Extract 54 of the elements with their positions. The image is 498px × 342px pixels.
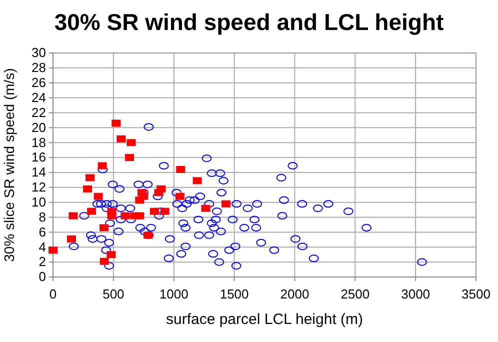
point bbox=[83, 185, 92, 192]
point bbox=[175, 192, 184, 200]
point bbox=[192, 177, 202, 184]
point bbox=[98, 162, 107, 170]
y-tick-label: 14 bbox=[32, 164, 46, 180]
point bbox=[120, 212, 130, 220]
chart-title: 30% SR wind speed and LCL height bbox=[54, 9, 444, 35]
point bbox=[135, 212, 144, 220]
y-tick-label: 2 bbox=[38, 254, 46, 270]
point bbox=[125, 154, 134, 162]
point bbox=[201, 204, 210, 212]
point bbox=[112, 120, 121, 127]
x-tick-label: 0 bbox=[49, 286, 57, 302]
x-axis-title: surface parcel LCL height (m) bbox=[166, 311, 364, 328]
y-tick-label: 16 bbox=[32, 150, 46, 165]
y-tick-label: 8 bbox=[38, 209, 46, 224]
point bbox=[87, 208, 96, 215]
point bbox=[221, 200, 230, 208]
x-tick-label: 3500 bbox=[462, 286, 490, 302]
point bbox=[106, 251, 116, 258]
y-tick-label: 6 bbox=[38, 224, 46, 240]
point bbox=[85, 174, 94, 182]
y-tick-label: 10 bbox=[32, 194, 46, 210]
y-tick-label: 22 bbox=[32, 104, 46, 120]
point bbox=[100, 224, 108, 232]
point bbox=[156, 185, 166, 192]
y-tick-label: 18 bbox=[32, 134, 46, 150]
point bbox=[48, 246, 58, 254]
point bbox=[139, 192, 148, 200]
y-tick-label: 30 bbox=[32, 45, 46, 60]
point bbox=[126, 139, 136, 146]
point bbox=[100, 258, 109, 265]
x-tick-label: 3000 bbox=[401, 286, 430, 302]
y-tick-label: 0 bbox=[38, 269, 46, 284]
point bbox=[66, 235, 76, 242]
y-tick-label: 24 bbox=[32, 90, 46, 105]
y-tick-label: 20 bbox=[32, 120, 46, 135]
x-tick-label: 1000 bbox=[159, 286, 188, 302]
x-tick-label: 2500 bbox=[340, 286, 370, 302]
point bbox=[176, 166, 186, 173]
y-axis-title: 30% slice SR wind speed (m/s) bbox=[1, 68, 17, 262]
y-tick-label: 12 bbox=[32, 180, 46, 195]
point bbox=[116, 135, 126, 142]
x-tick-label: 500 bbox=[102, 286, 124, 302]
y-tick-label: 4 bbox=[38, 239, 46, 254]
x-tick-label: 2000 bbox=[280, 286, 310, 302]
point bbox=[150, 208, 159, 215]
point bbox=[107, 208, 116, 215]
point bbox=[94, 192, 103, 200]
point bbox=[160, 208, 170, 215]
point bbox=[68, 212, 78, 220]
x-tick-label: 1500 bbox=[220, 286, 249, 302]
y-tick-label: 26 bbox=[32, 75, 46, 90]
y-tick-label: 28 bbox=[32, 60, 46, 76]
